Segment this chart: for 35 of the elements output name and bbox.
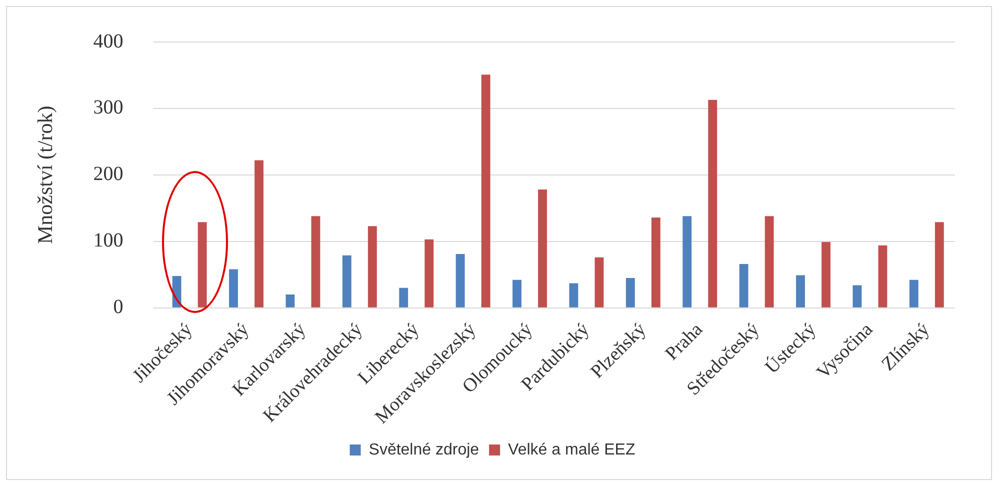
bar: [651, 217, 660, 308]
bar: [311, 216, 320, 308]
bar: [229, 269, 238, 308]
bar: [739, 264, 748, 308]
bar: [909, 280, 918, 308]
bar: [626, 278, 635, 308]
bar: [424, 239, 434, 308]
bar: [569, 283, 578, 308]
bar: [368, 226, 377, 308]
bar: [254, 160, 264, 308]
bar: [399, 288, 408, 308]
y-tick-label: 400: [93, 30, 124, 52]
bar: [342, 255, 352, 308]
y-axis-title: Množství (t/rok): [33, 106, 58, 244]
bar: [796, 275, 805, 308]
y-tick-label: 200: [93, 163, 124, 186]
bar: [538, 190, 547, 308]
bar: [198, 222, 207, 308]
bar: [481, 74, 490, 308]
legend-label: Velké a malé EEZ: [508, 441, 636, 458]
legend-label: Světelné zdroje: [368, 441, 480, 458]
bar: [934, 222, 944, 308]
y-tick-label: 100: [93, 230, 124, 252]
bar: [512, 280, 522, 308]
bar: [822, 242, 830, 308]
bar: [682, 216, 692, 308]
bar: [594, 257, 604, 308]
y-tick-label: 0: [113, 296, 124, 318]
bar: [852, 285, 862, 308]
bar: [286, 294, 295, 308]
bar: [708, 100, 718, 308]
y-tick-label: 300: [93, 96, 124, 119]
bar: [456, 254, 465, 308]
bar: [878, 245, 888, 308]
bar: [764, 216, 774, 308]
